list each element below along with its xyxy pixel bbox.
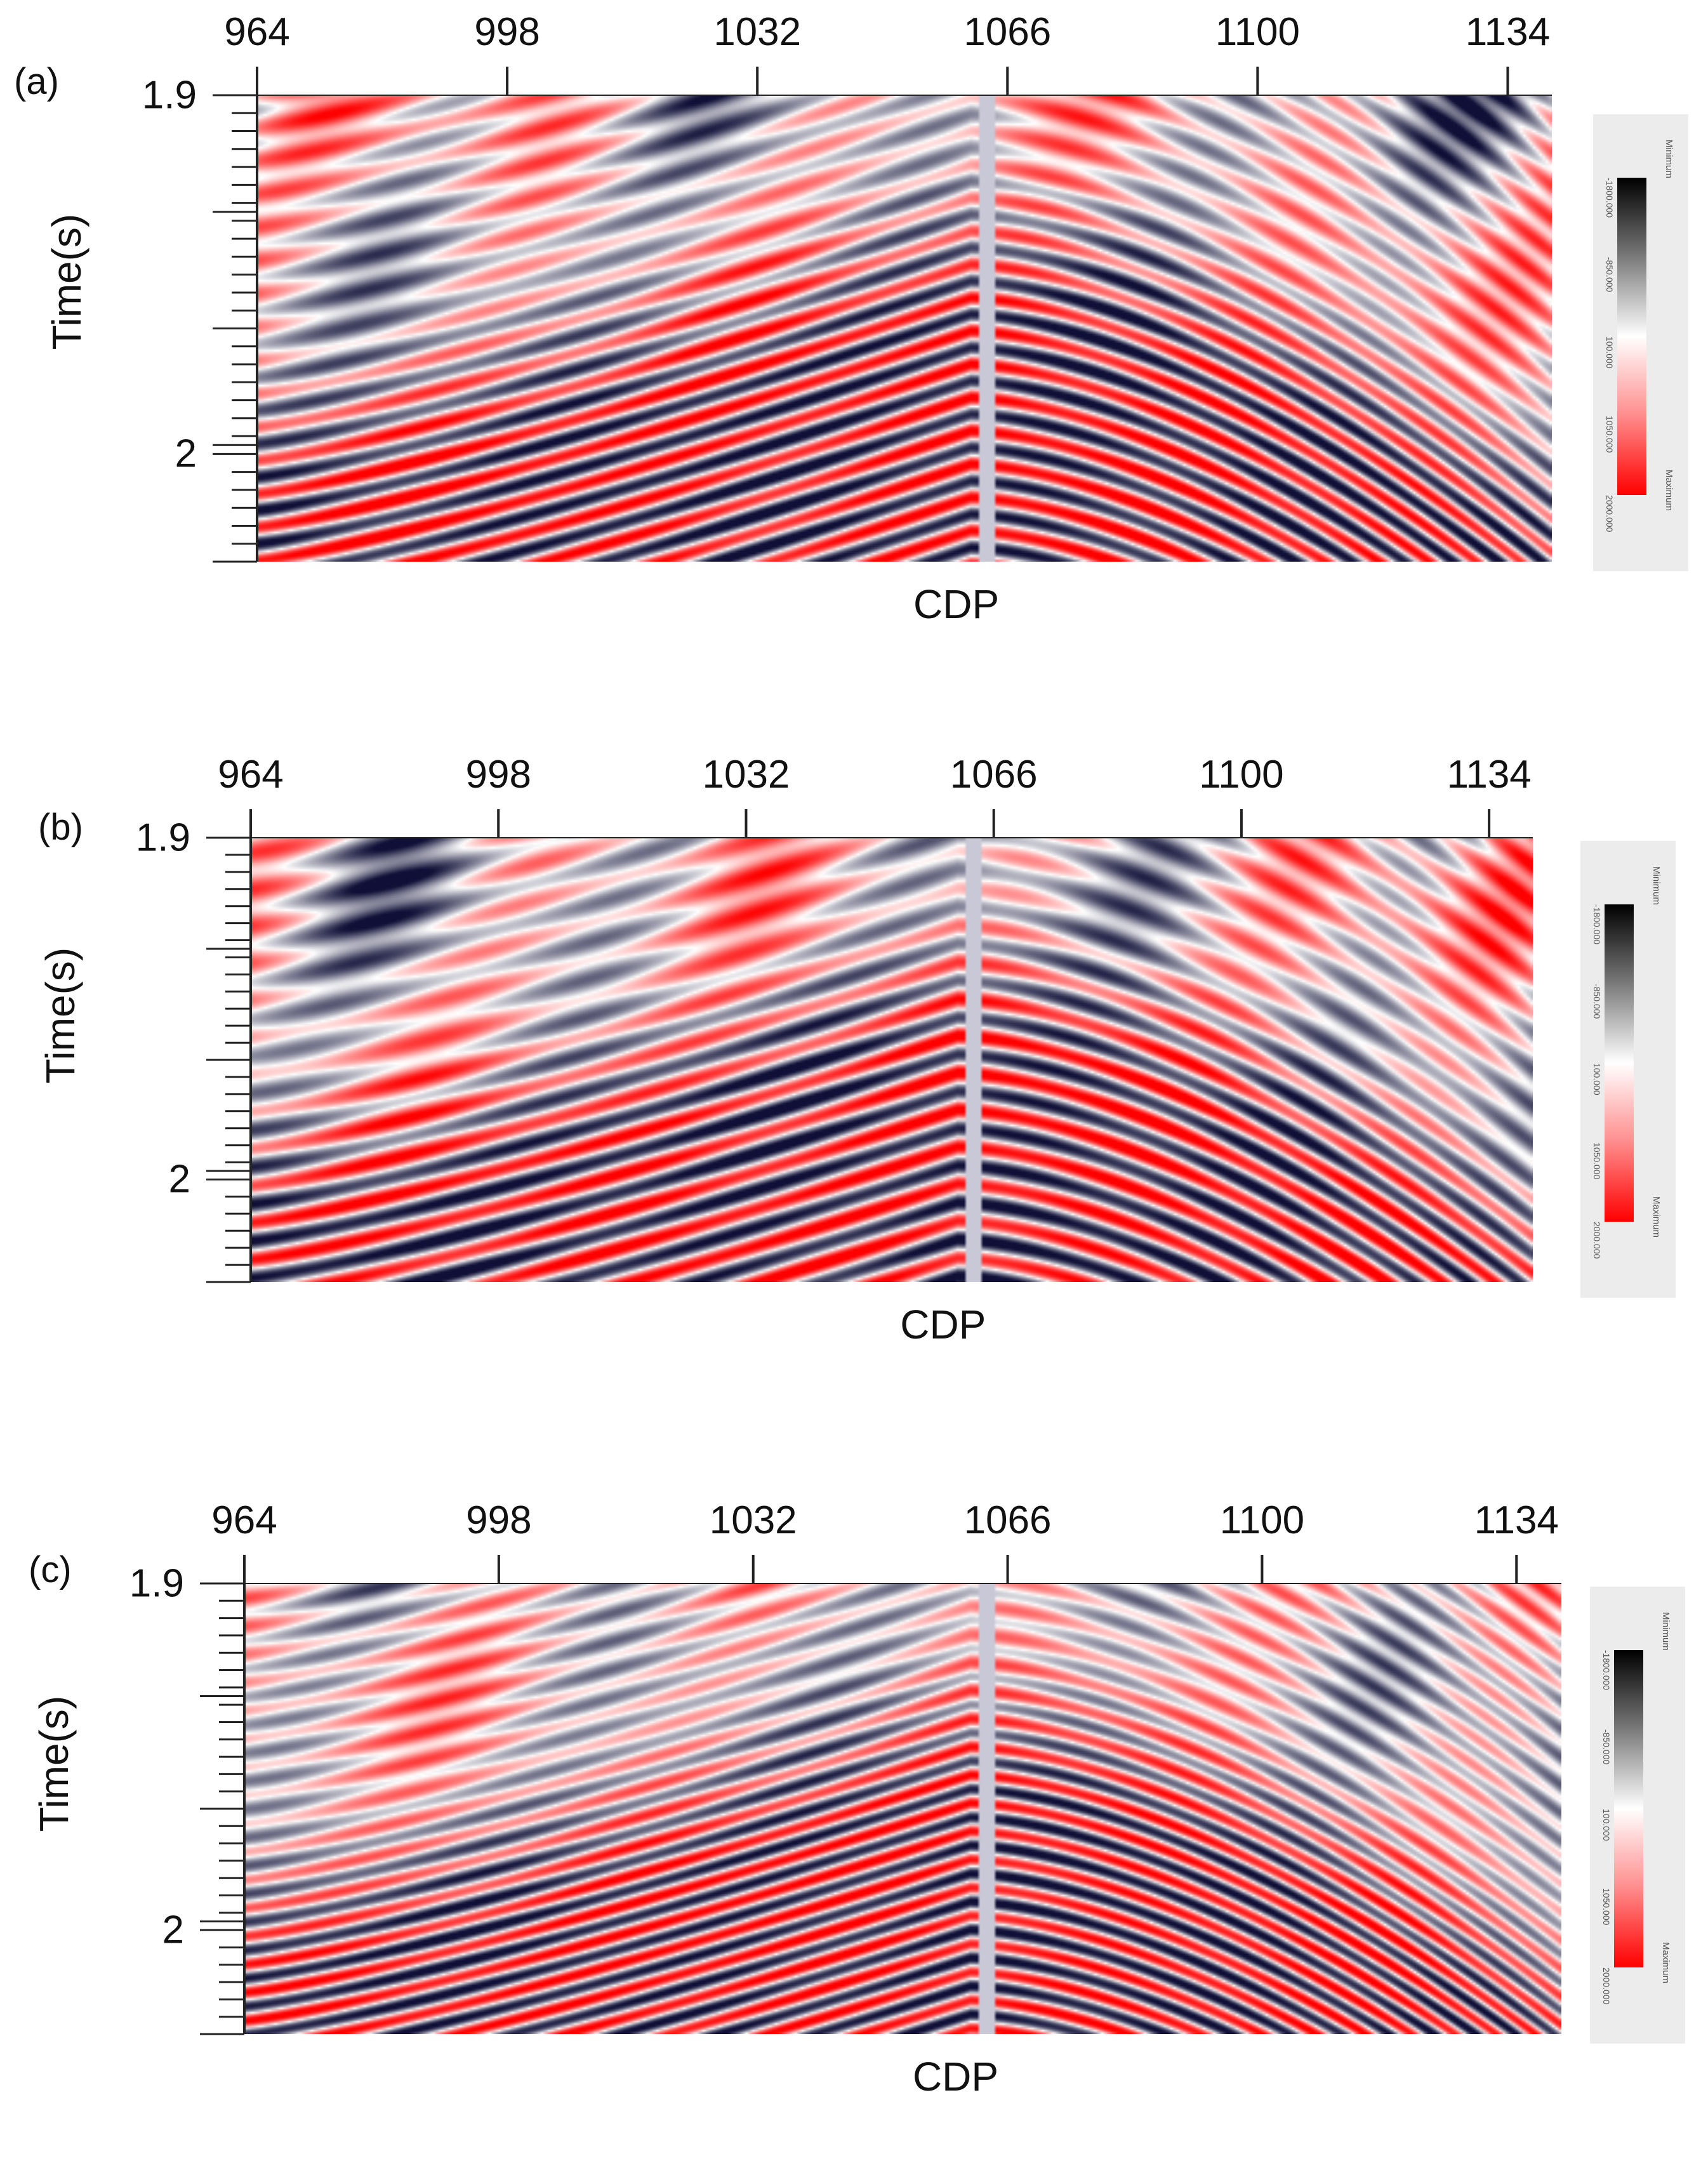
colorbar-min-label: Minimum [1651,866,1662,905]
colorbar-tick-label: -1800.000 [1592,904,1602,945]
colorbar-tick-label: 1050.000 [1601,1888,1612,1926]
colorbar-tick-label: -850.000 [1592,984,1602,1019]
x-tick-label: 1032 [709,1498,797,1542]
x-tick-label: 1066 [963,10,1052,54]
x-tick-label: 1134 [1447,753,1532,796]
x-axis-label: CDP [900,1302,986,1347]
colorbar-tick-label: 2000.000 [1601,1967,1612,2005]
seismic-panel-c: 964 998 1032 1066 1100 1134 1.9 2 CDP Time(s) (c) M… [0,1488,1708,2161]
seismic-panel-b: 964 998 1032 1066 1100 1134 1.9 2 CDP Time(s) (b) M… [0,743,1708,1415]
colorbar-max-label: Maximum [1651,1196,1662,1238]
x-tick-label: 1134 [1465,10,1551,54]
x-tick-label: 1066 [950,753,1038,796]
x-axis-label: CDP [913,581,1000,627]
y-tick-label: 1.9 [142,73,197,117]
colorbar-gradient [1605,904,1634,1222]
colorbar-tick-label: -1800.000 [1605,178,1615,218]
colorbar-tick-label: 1050.000 [1605,416,1615,453]
seismic-image [244,1583,1561,2034]
colorbar-tick-label: 100.000 [1601,1809,1612,1841]
panel-tag: (a) [14,61,59,102]
x-tick-label: 998 [466,1498,532,1542]
colorbar-tick-label: 100.000 [1592,1063,1602,1095]
panel-tag: (c) [29,1549,72,1590]
colorbar-tick-label: 2000.000 [1592,1222,1602,1259]
y-axis-label: Time(s) [31,1695,77,1832]
axes [200,1555,1561,2035]
colorbar: Minimum Maximum -1800.000 -850.000 100.000 10… [1590,1587,1685,2044]
x-tick-label: 998 [465,753,531,796]
x-tick-label: 1032 [702,753,790,796]
seismic-image [257,95,1552,562]
x-tick-label: 1032 [713,10,802,54]
y-tick-label: 2 [168,1157,190,1201]
colorbar-max-label: Maximum [1660,1942,1671,1984]
x-tick-label: 964 [211,1498,277,1542]
y-axis-label: Time(s) [44,213,89,350]
seismic-panel-a: 964 998 1032 1066 1100 1134 1.9 2 CDP Time(s) (a) M… [0,0,1708,673]
x-tick-label: 964 [218,753,284,796]
colorbar: Minimum Maximum -1800.000 -850.000 100.000 10… [1593,114,1688,571]
y-tick-label: 1.9 [129,1561,184,1606]
x-tick-label: 964 [224,10,290,54]
y-axis-label: Time(s) [37,947,83,1084]
colorbar-tick-label: -850.000 [1605,257,1615,293]
y-tick-label: 1.9 [135,816,190,860]
x-tick-label: 1066 [963,1498,1052,1542]
x-tick-label: 998 [474,10,540,54]
y-tick-label: 2 [162,1908,184,1952]
x-tick-label: 1100 [1199,753,1284,796]
x-tick-label: 1134 [1474,1498,1559,1542]
colorbar-max-label: Maximum [1664,470,1674,512]
colorbar-tick-label: 2000.000 [1605,495,1615,532]
colorbar-min-label: Minimum [1660,1612,1671,1651]
colorbar-gradient [1617,178,1646,495]
colorbar-tick-label: -1800.000 [1601,1650,1612,1691]
colorbar-tick-label: 100.000 [1605,336,1615,369]
colorbar-min-label: Minimum [1664,140,1674,178]
panel-tag: (b) [38,807,83,848]
y-tick-label: 2 [175,432,197,476]
colorbar: Minimum Maximum -1800.000 -850.000 100.000 10… [1580,841,1676,1298]
colorbar-tick-label: -850.000 [1601,1729,1612,1765]
axes [213,67,1552,563]
x-tick-label: 1100 [1219,1498,1305,1542]
x-tick-label: 1100 [1215,10,1301,54]
colorbar-gradient [1614,1650,1643,1967]
x-axis-label: CDP [912,2054,999,2099]
seismic-image [251,838,1533,1282]
colorbar-tick-label: 1050.000 [1592,1142,1602,1180]
axes [206,809,1533,1283]
